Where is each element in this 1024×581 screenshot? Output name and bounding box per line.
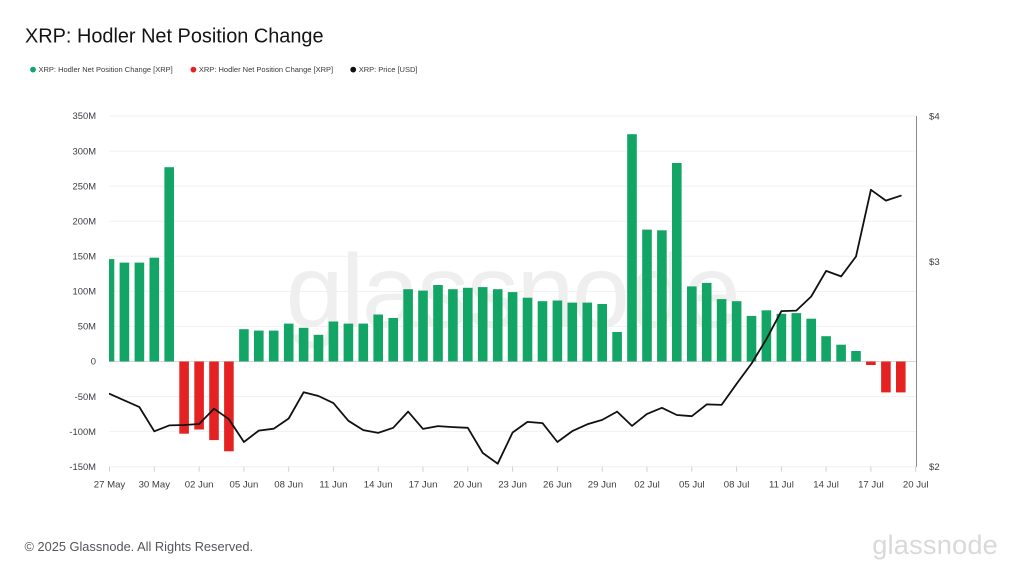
svg-text:02 Jul: 02 Jul — [634, 480, 660, 491]
svg-text:-150M: -150M — [69, 461, 96, 472]
svg-text:23 Jun: 23 Jun — [498, 480, 527, 491]
svg-text:08 Jul: 08 Jul — [724, 480, 750, 491]
svg-text:02 Jun: 02 Jun — [185, 480, 214, 491]
svg-text:100M: 100M — [73, 286, 97, 297]
svg-text:05 Jun: 05 Jun — [229, 480, 258, 491]
svg-text:150M: 150M — [73, 251, 97, 262]
svg-text:29 Jun: 29 Jun — [588, 480, 617, 491]
svg-text:17 Jul: 17 Jul — [858, 480, 884, 491]
svg-text:14 Jun: 14 Jun — [364, 480, 393, 491]
svg-text:20 Jun: 20 Jun — [453, 480, 482, 491]
svg-text:XRP: Hodler Net Position Chang: XRP: Hodler Net Position Change [XRP] — [199, 65, 333, 74]
svg-text:© 2025 Glassnode. All Rights R: © 2025 Glassnode. All Rights Reserved. — [25, 539, 254, 554]
svg-text:05 Jul: 05 Jul — [679, 480, 705, 491]
svg-text:11 Jul: 11 Jul — [769, 480, 794, 491]
svg-text:27 May: 27 May — [94, 480, 126, 491]
svg-text:XRP: Hodler Net Position Chang: XRP: Hodler Net Position Change — [25, 26, 324, 48]
svg-text:XRP: Price [USD]: XRP: Price [USD] — [359, 65, 418, 74]
svg-text:30 May: 30 May — [139, 480, 171, 491]
svg-text:26 Jun: 26 Jun — [543, 480, 572, 491]
svg-text:0: 0 — [91, 356, 96, 367]
svg-text:20 Jul: 20 Jul — [903, 480, 929, 491]
svg-text:-50M: -50M — [75, 391, 97, 402]
svg-text:$4: $4 — [929, 111, 940, 122]
svg-text:glassnode: glassnode — [872, 529, 998, 560]
svg-text:-100M: -100M — [69, 426, 96, 437]
svg-text:14 Jul: 14 Jul — [813, 480, 839, 491]
svg-text:08 Jun: 08 Jun — [274, 480, 303, 491]
svg-text:250M: 250M — [73, 180, 97, 191]
svg-text:17 Jun: 17 Jun — [409, 480, 438, 491]
svg-text:$2: $2 — [929, 462, 940, 473]
svg-text:300M: 300M — [73, 145, 97, 156]
svg-text:350M: 350M — [73, 110, 97, 121]
svg-text:200M: 200M — [73, 215, 97, 226]
svg-text:11 Jun: 11 Jun — [319, 480, 347, 491]
svg-text:$3: $3 — [929, 257, 940, 268]
svg-text:XRP: Hodler Net Position Chang: XRP: Hodler Net Position Change [XRP] — [39, 65, 173, 74]
svg-text:50M: 50M — [78, 321, 96, 332]
